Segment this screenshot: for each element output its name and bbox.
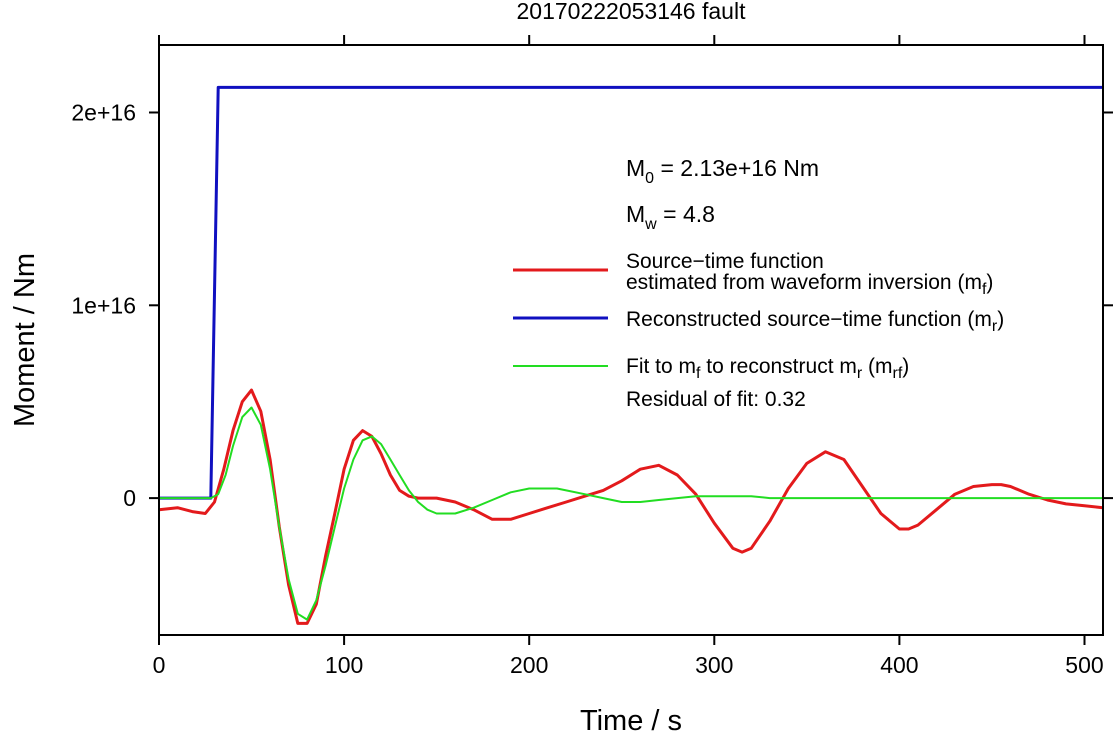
x-tick-label-500: 500 bbox=[1065, 652, 1103, 678]
series-mf-line bbox=[158, 388, 1104, 625]
m0-annotation: M0 = 2.13e+16 Nm bbox=[626, 155, 819, 187]
x-tick-label-100: 100 bbox=[325, 652, 363, 678]
y-tick-label-2e+16: 2e+16 bbox=[71, 99, 136, 125]
chart-title: 20170222053146 fault bbox=[517, 0, 747, 24]
x-tick-label-400: 400 bbox=[880, 652, 918, 678]
y-axis-title: Moment / Nm bbox=[9, 253, 41, 427]
legend-label-mf-line1: Source−time function bbox=[626, 250, 824, 273]
x-axis-title: Time / s bbox=[580, 705, 682, 736]
x-tick-label-0: 0 bbox=[153, 652, 166, 678]
residual-label: Residual of fit: 0.32 bbox=[626, 388, 806, 411]
plot-frame bbox=[158, 44, 1104, 636]
x-axis: 0 100 200 300 400 500 bbox=[153, 35, 1104, 678]
y-axis: 0 1e+16 2e+16 bbox=[71, 99, 1113, 511]
legend-label-mrf: Fit to mf to reconstruct mr (mrf) bbox=[626, 355, 909, 382]
legend: Source−time function estimated from wave… bbox=[513, 250, 1004, 411]
legend-label-mf-line2: estimated from waveform inversion (mf) bbox=[626, 271, 993, 298]
x-tick-label-200: 200 bbox=[510, 652, 548, 678]
x-tick-label-300: 300 bbox=[695, 652, 733, 678]
series-layer bbox=[158, 85, 1104, 625]
legend-label-mr: Reconstructed source−time function (mr) bbox=[626, 308, 1004, 335]
y-tick-label-0: 0 bbox=[123, 485, 136, 511]
y-tick-label-1e+16: 1e+16 bbox=[71, 292, 136, 318]
mw-annotation: Mw = 4.8 bbox=[626, 201, 715, 233]
series-mrf-line bbox=[159, 406, 1103, 621]
